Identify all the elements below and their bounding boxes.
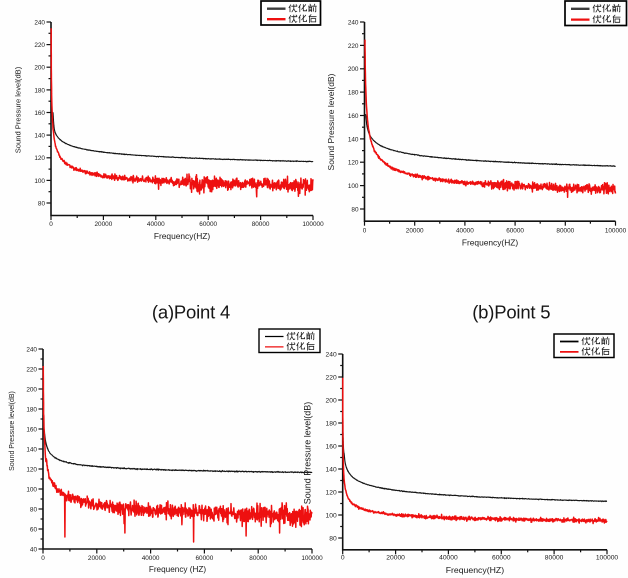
svg-text:100000: 100000	[302, 221, 324, 228]
svg-text:0: 0	[41, 555, 45, 562]
svg-text:60000: 60000	[199, 221, 217, 228]
svg-text:240: 240	[348, 19, 359, 26]
svg-text:180: 180	[348, 90, 359, 97]
svg-text:220: 220	[26, 366, 37, 373]
svg-text:160: 160	[34, 110, 45, 117]
svg-text:200: 200	[348, 66, 359, 73]
svg-text:140: 140	[326, 466, 337, 473]
svg-text:20000: 20000	[95, 221, 113, 228]
svg-text:180: 180	[326, 420, 337, 427]
svg-text:100000: 100000	[596, 554, 619, 561]
svg-text:120: 120	[326, 489, 337, 496]
svg-text:Sound Pressure level(dB): Sound Pressure level(dB)	[14, 66, 23, 153]
svg-text:60000: 60000	[506, 227, 524, 234]
svg-text:60000: 60000	[196, 555, 214, 562]
svg-text:0: 0	[341, 554, 345, 561]
svg-text:100: 100	[348, 183, 359, 190]
svg-text:220: 220	[34, 42, 45, 49]
svg-text:100000: 100000	[301, 555, 323, 562]
svg-text:0: 0	[49, 221, 53, 228]
svg-text:40000: 40000	[147, 221, 165, 228]
svg-text:Frequency (HZ): Frequency (HZ)	[149, 565, 207, 574]
svg-text:80: 80	[329, 535, 337, 542]
svg-text:80000: 80000	[249, 555, 267, 562]
svg-text:Frequency(HZ): Frequency(HZ)	[462, 238, 519, 248]
svg-text:160: 160	[348, 113, 359, 120]
svg-text:180: 180	[34, 87, 45, 94]
svg-text:80000: 80000	[556, 227, 574, 234]
svg-text:160: 160	[26, 426, 37, 433]
svg-text:160: 160	[326, 443, 337, 450]
svg-text:Sound Pressure level(dB): Sound Pressure level(dB)	[9, 391, 16, 471]
svg-text:240: 240	[326, 351, 337, 358]
svg-text:100: 100	[326, 512, 337, 519]
svg-text:80: 80	[38, 200, 46, 207]
svg-text:200: 200	[26, 386, 37, 393]
svg-text:20000: 20000	[88, 555, 106, 562]
svg-text:80: 80	[351, 206, 359, 213]
svg-text:180: 180	[26, 406, 37, 413]
svg-text:60: 60	[30, 526, 38, 533]
svg-text:Frequency(HZ): Frequency(HZ)	[446, 565, 505, 575]
svg-text:80000: 80000	[252, 221, 270, 228]
svg-text:40000: 40000	[439, 554, 458, 561]
svg-text:60000: 60000	[492, 554, 511, 561]
svg-text:20000: 20000	[386, 554, 405, 561]
svg-text:100: 100	[34, 178, 45, 185]
svg-text:140: 140	[348, 136, 359, 143]
svg-text:120: 120	[34, 155, 45, 162]
svg-text:40000: 40000	[142, 555, 160, 562]
svg-text:240: 240	[26, 346, 37, 353]
svg-text:120: 120	[348, 160, 359, 167]
svg-text:240: 240	[34, 19, 45, 26]
svg-text:140: 140	[34, 133, 45, 140]
svg-text:220: 220	[326, 374, 337, 381]
svg-text:(b)Point 5: (b)Point 5	[472, 302, 550, 323]
svg-text:20000: 20000	[406, 227, 424, 234]
svg-text:120: 120	[26, 466, 37, 473]
svg-text:200: 200	[326, 397, 337, 404]
svg-text:80000: 80000	[545, 554, 564, 561]
svg-text:100000: 100000	[605, 227, 627, 234]
svg-text:40000: 40000	[456, 227, 474, 234]
svg-text:140: 140	[26, 446, 37, 453]
svg-text:40: 40	[30, 546, 38, 553]
svg-text:Sound Pressure level(dB): Sound Pressure level(dB)	[326, 73, 336, 170]
svg-text:Frequency(HZ): Frequency(HZ)	[154, 231, 211, 241]
svg-text:220: 220	[348, 43, 359, 50]
svg-text:80: 80	[30, 506, 38, 513]
svg-text:200: 200	[34, 65, 45, 72]
svg-text:0: 0	[363, 227, 367, 234]
svg-text:100: 100	[26, 486, 37, 493]
svg-text:Sound Pressure level(dB): Sound Pressure level(dB)	[303, 402, 313, 505]
svg-text:(a)Point 4: (a)Point 4	[152, 302, 230, 323]
